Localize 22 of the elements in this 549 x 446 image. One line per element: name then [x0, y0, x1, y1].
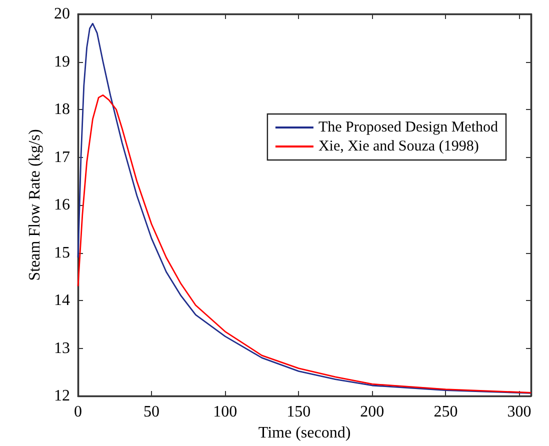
y-tick-label: 18 [54, 101, 70, 118]
line-series [77, 94, 532, 394]
x-tick-label: 0 [74, 404, 82, 420]
y-tick-label: 19 [54, 53, 70, 70]
y-tick-label: 16 [54, 196, 70, 214]
y-tick-label: 13 [54, 340, 70, 357]
x-tick-label: 250 [434, 404, 458, 420]
y-axis-title: Steam Flow Rate (kg/s) [26, 129, 44, 281]
x-axis-title: Time (second) [258, 424, 351, 442]
y-tick-label: 12 [54, 388, 70, 404]
y-tick-label: 17 [54, 148, 70, 166]
x-tick-label: 100 [213, 404, 238, 420]
line-series [77, 22, 532, 394]
x-tick-label: 150 [286, 404, 311, 420]
x-tick-label: 50 [144, 404, 160, 420]
x-tick-label: 300 [507, 404, 532, 420]
y-tick-label: 14 [54, 292, 70, 309]
x-tick-label: 200 [360, 404, 384, 420]
legend-label: Xie, Xie and Souza (1998) [318, 138, 479, 154]
legend-label: The Proposed Design Method [318, 120, 498, 136]
y-tick-label: 20 [54, 6, 70, 22]
y-tick-label: 15 [54, 244, 70, 262]
